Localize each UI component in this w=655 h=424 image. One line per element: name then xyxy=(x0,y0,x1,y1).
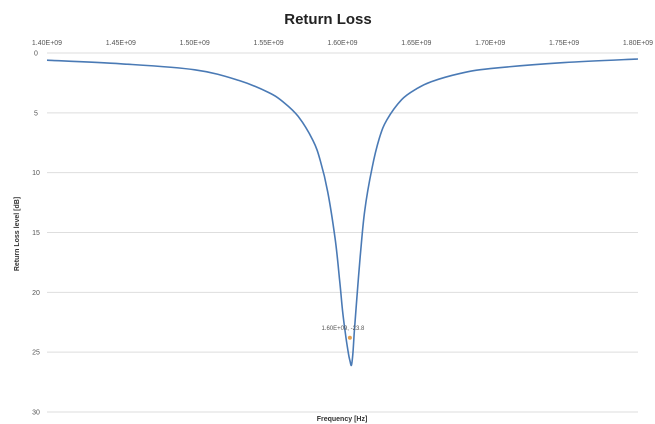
x-axis-label: Frequency [Hz] xyxy=(317,416,368,423)
data-point xyxy=(357,292,358,293)
data-point xyxy=(371,167,372,168)
data-point xyxy=(431,81,432,82)
annotations: 1.60E+09, -23.8 xyxy=(321,326,365,340)
data-point xyxy=(349,360,350,361)
data-point xyxy=(460,73,461,74)
x-tick-label: 1.65E+09 xyxy=(401,40,431,47)
series-group xyxy=(46,58,639,367)
chart-title: Return Loss xyxy=(284,11,372,28)
data-point xyxy=(490,68,491,69)
x-tick-label: 1.60E+09 xyxy=(327,40,357,47)
x-tick-label: 1.50E+09 xyxy=(180,40,210,47)
data-point xyxy=(345,334,346,335)
data-point xyxy=(238,80,239,81)
data-point xyxy=(339,279,340,280)
y-tick-label: 20 xyxy=(32,290,40,297)
grid-lines xyxy=(47,52,638,413)
y-axis-ticks: 0 5 10 15 20 25 30 xyxy=(32,51,40,417)
data-point xyxy=(401,99,402,100)
y-tick-label: 30 xyxy=(32,410,40,417)
y-axis-label: Return Loss level [dB] xyxy=(14,197,21,271)
data-point xyxy=(320,160,321,161)
data-point xyxy=(268,92,269,93)
series-line-0 xyxy=(46,58,639,367)
y-tick-label: 0 xyxy=(34,51,38,58)
x-tick-label: 1.70E+09 xyxy=(475,40,505,47)
data-point xyxy=(352,354,353,355)
x-tick-label: 1.80E+09 xyxy=(623,40,653,47)
data-point xyxy=(298,116,299,117)
x-tick-label: 1.45E+09 xyxy=(106,40,136,47)
data-point xyxy=(637,58,638,59)
data-point xyxy=(348,353,349,354)
y-tick-label: 5 xyxy=(34,110,38,117)
data-point xyxy=(364,210,365,211)
annotation-label: 1.60E+09, -23.8 xyxy=(321,326,365,332)
data-point xyxy=(342,310,343,311)
x-tick-label: 1.55E+09 xyxy=(254,40,284,47)
y-tick-label: 10 xyxy=(32,170,40,177)
x-axis-ticks: 1.40E+09 1.45E+09 1.50E+09 1.55E+09 1.60E+09… xyxy=(32,40,653,47)
annotation-marker xyxy=(347,335,352,340)
data-point xyxy=(379,137,380,138)
data-point xyxy=(416,88,417,89)
y-tick-label: 25 xyxy=(32,350,40,357)
data-point xyxy=(351,365,352,366)
data-point xyxy=(194,69,195,70)
x-tick-label: 1.40E+09 xyxy=(32,40,62,47)
x-tick-label: 1.75E+09 xyxy=(549,40,579,47)
data-point xyxy=(335,238,336,239)
data-point xyxy=(283,101,284,102)
data-point xyxy=(327,191,328,192)
y-tick-label: 15 xyxy=(32,230,40,237)
data-point xyxy=(360,256,361,257)
data-point xyxy=(120,63,121,64)
data-point xyxy=(46,60,47,61)
data-point xyxy=(564,62,565,63)
data-point xyxy=(386,119,387,120)
data-point xyxy=(312,140,313,141)
